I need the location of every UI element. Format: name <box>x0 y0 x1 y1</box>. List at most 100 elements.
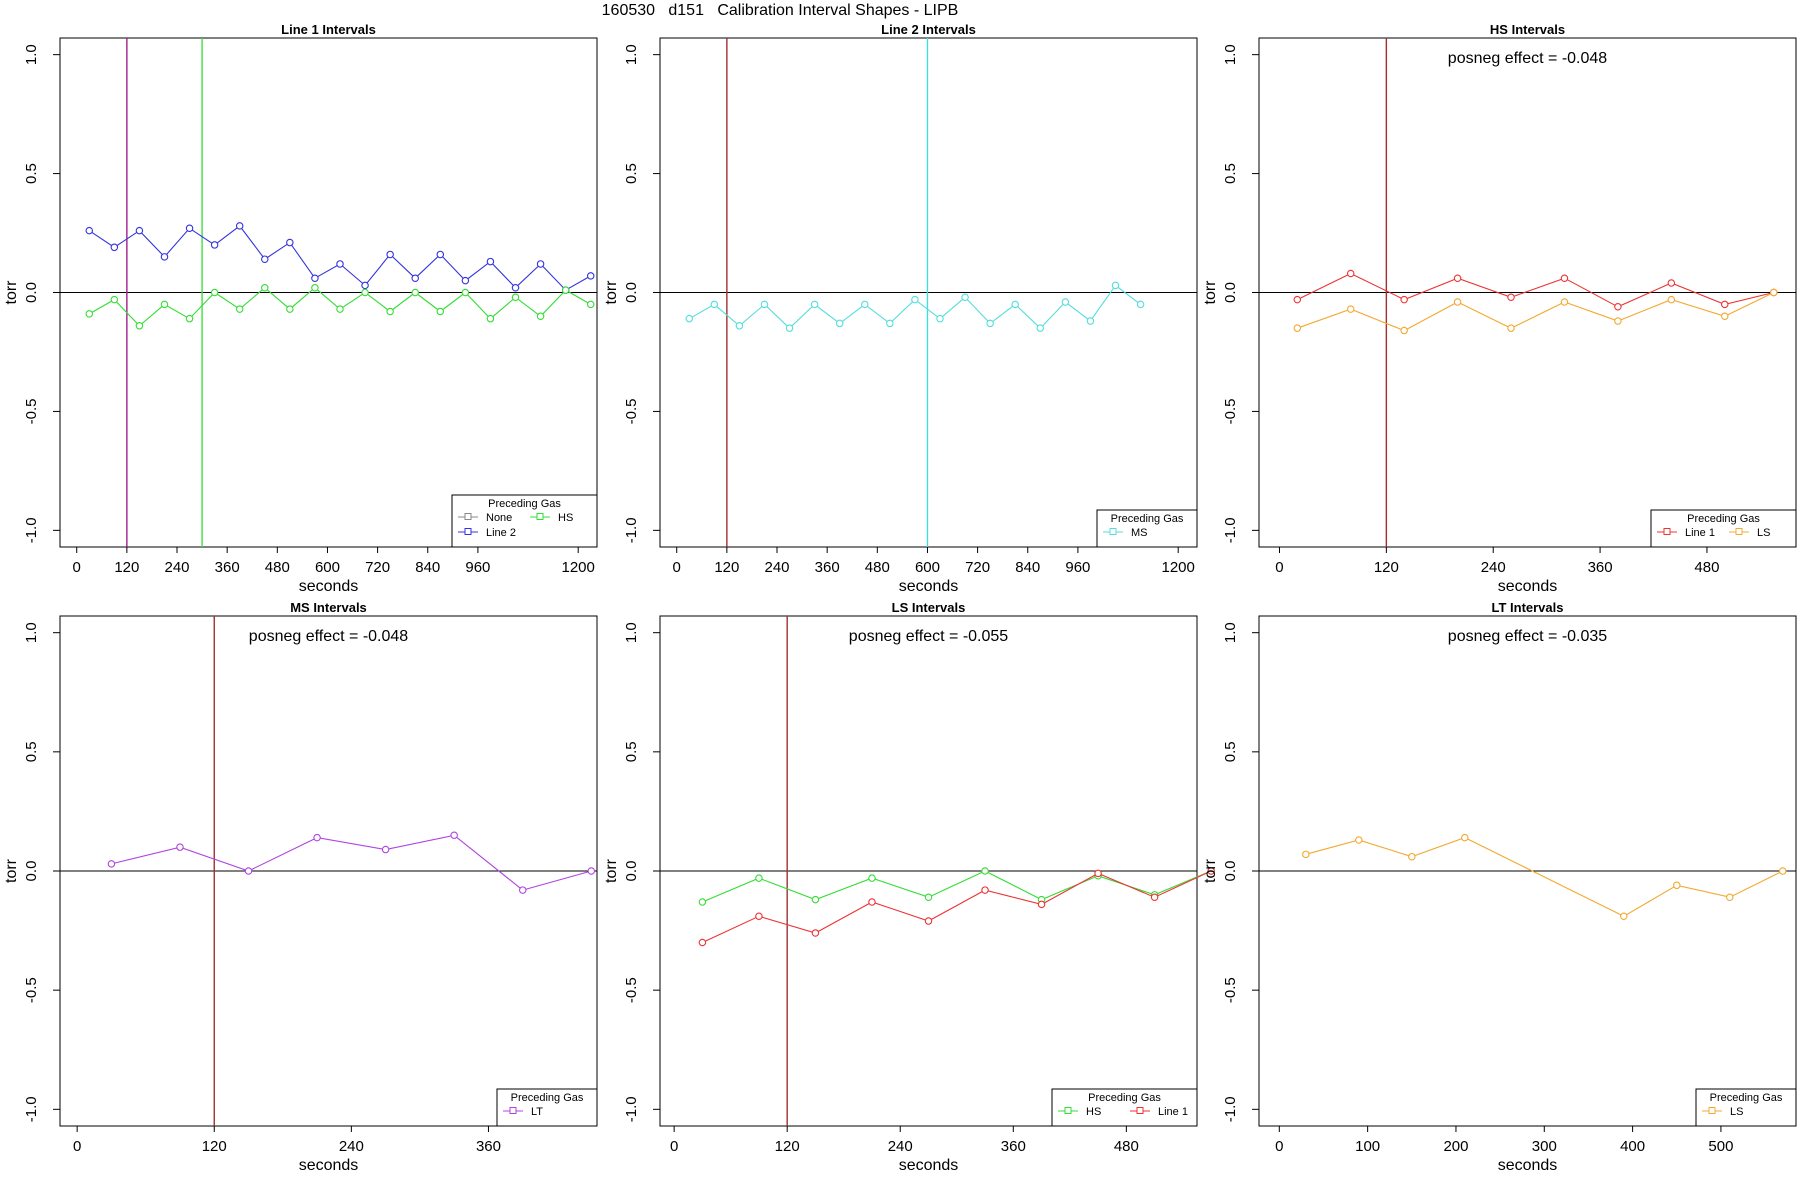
x-tick-label: 240 <box>339 1138 364 1155</box>
data-point <box>185 314 194 323</box>
y-axis-label: torr <box>603 858 620 883</box>
x-tick-label: 120 <box>1374 559 1399 576</box>
data-point <box>1507 293 1515 302</box>
data-point <box>85 226 94 235</box>
data-point <box>286 238 294 247</box>
data-point <box>311 283 319 292</box>
x-tick-label: 240 <box>1481 559 1506 576</box>
x-tick-label: 360 <box>215 559 240 576</box>
y-tick-label: -1.0 <box>623 1096 640 1122</box>
legend: Preceding Gas HS Line 1 <box>1051 1088 1198 1127</box>
data-point <box>1094 869 1102 878</box>
data-point <box>1207 867 1215 875</box>
x-tick-label: 120 <box>714 559 739 576</box>
legend-title: Preceding Gas <box>1687 513 1760 525</box>
data-point <box>336 260 344 268</box>
data-point <box>511 283 520 292</box>
data-point <box>1400 326 1408 335</box>
x-tick-label: 500 <box>1708 1138 1733 1155</box>
y-tick-label: -0.5 <box>1222 977 1239 1003</box>
data-point <box>361 281 369 290</box>
x-tick-label: 360 <box>476 1138 501 1155</box>
data-point <box>1620 912 1628 921</box>
y-tick-label: -1.0 <box>23 517 40 543</box>
data-point <box>1111 281 1120 290</box>
data-point <box>536 312 545 321</box>
legend-label: LT <box>531 1106 543 1118</box>
data-point <box>235 222 244 230</box>
data-point <box>461 276 470 285</box>
data-point <box>710 300 719 309</box>
data-point <box>1011 300 1019 309</box>
x-axis-label: seconds <box>299 1157 359 1174</box>
y-axis-label: torr <box>603 280 620 305</box>
data-point <box>386 307 394 316</box>
data-point <box>361 288 369 297</box>
legend-box <box>451 494 598 548</box>
legend-swatch-marker <box>464 513 472 520</box>
data-point <box>1673 881 1681 890</box>
data-point <box>261 283 269 292</box>
data-point <box>1721 300 1729 309</box>
data-point <box>1061 298 1070 306</box>
data-point <box>311 274 319 282</box>
x-tick-label: 240 <box>764 559 789 576</box>
data-point <box>1293 295 1302 304</box>
data-point <box>110 243 119 252</box>
data-point <box>785 324 794 332</box>
chart-panel: LS Intervals -1.0 -0.5 0.0 0.5 1.0 0 120 240 360 4… <box>603 600 1215 1174</box>
legend-swatch-marker <box>1708 1107 1716 1114</box>
x-tick-label: 720 <box>365 559 390 576</box>
legend-swatch-marker <box>1136 1107 1144 1114</box>
data-point <box>210 241 219 249</box>
legend: Preceding Gas MS <box>1096 509 1198 548</box>
y-tick-label: 0.5 <box>623 163 640 184</box>
data-point <box>536 260 545 268</box>
x-tick-label: 120 <box>775 1138 800 1155</box>
y-tick-label: -1.0 <box>623 517 640 543</box>
data-point <box>1037 900 1046 909</box>
y-tick-label: 0.5 <box>23 741 40 762</box>
data-point <box>160 300 169 309</box>
data-point <box>450 831 458 840</box>
data-point <box>924 893 933 901</box>
data-point <box>436 307 445 316</box>
data-point <box>235 305 244 313</box>
x-tick-label: 120 <box>114 559 139 576</box>
y-tick-label: 1.0 <box>23 44 40 65</box>
series-line <box>1297 272 1774 308</box>
y-axis-label: torr <box>3 280 20 305</box>
y-tick-label: 0.5 <box>623 741 640 762</box>
legend-label: Line 1 <box>1158 1106 1188 1118</box>
x-tick-label: 400 <box>1620 1138 1645 1155</box>
data-point <box>185 224 194 233</box>
data-point <box>160 253 169 261</box>
chart-panel: HS Intervals -1.0 -0.5 0.0 0.5 1.0 0 120 240 360 4… <box>1202 22 1797 595</box>
y-axis-label: torr <box>3 858 20 883</box>
legend-label: MS <box>1131 527 1148 539</box>
y-tick-label: 1.0 <box>23 622 40 643</box>
data-point <box>1721 312 1729 321</box>
x-tick-label: 480 <box>1114 1138 1139 1155</box>
data-point <box>811 895 820 904</box>
y-axis-label: torr <box>1202 280 1219 305</box>
x-tick-label: 960 <box>1065 559 1090 576</box>
legend-title: Preceding Gas <box>1710 1092 1783 1104</box>
x-tick-label: 0 <box>673 559 681 576</box>
data-point <box>511 293 520 302</box>
chart-panel: Line 2 Intervals -1.0 -0.5 0.0 0.5 1.0 0 120 240… <box>603 22 1198 595</box>
y-tick-label: 0.5 <box>1222 163 1239 184</box>
data-point <box>411 274 419 282</box>
y-tick-label: -1.0 <box>1222 1096 1239 1122</box>
legend-label: HS <box>558 512 573 524</box>
x-tick-label: 0 <box>1275 1138 1283 1155</box>
chart-panel: LT Intervals -1.0 -0.5 0.0 0.5 1.0 0 100 200 300 4… <box>1202 600 1797 1174</box>
y-tick-label: 1.0 <box>623 622 640 643</box>
data-point <box>868 874 876 882</box>
data-point <box>911 295 919 304</box>
x-tick-label: 0 <box>73 1138 81 1155</box>
panel-title: HS Intervals <box>1490 22 1565 37</box>
data-point <box>924 917 933 925</box>
x-tick-label: 600 <box>315 559 340 576</box>
